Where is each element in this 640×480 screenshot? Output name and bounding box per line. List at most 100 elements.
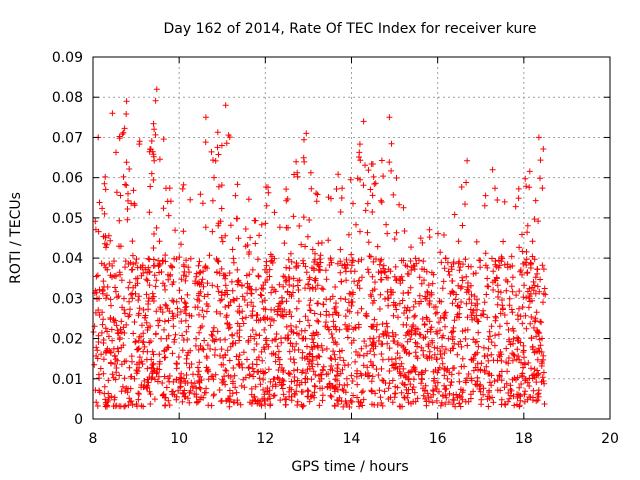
data-point	[519, 320, 526, 327]
data-point	[396, 363, 403, 370]
data-point	[268, 289, 275, 296]
data-point	[132, 338, 139, 345]
data-point	[153, 308, 160, 315]
data-point	[517, 339, 524, 346]
data-point	[393, 277, 399, 284]
data-point	[301, 355, 308, 362]
data-point	[517, 397, 524, 404]
x-tick-label: 8	[89, 431, 98, 447]
data-point	[212, 346, 219, 353]
data-point	[156, 156, 163, 163]
data-point	[524, 229, 531, 236]
data-point	[226, 387, 233, 394]
data-point	[319, 392, 326, 399]
data-point	[240, 349, 247, 356]
data-point	[328, 331, 335, 337]
data-point	[105, 377, 112, 384]
data-point	[390, 338, 397, 344]
data-point	[202, 139, 209, 146]
data-point	[307, 297, 314, 304]
data-point	[531, 366, 538, 373]
data-point	[485, 345, 492, 352]
data-point	[339, 262, 345, 269]
data-point	[459, 396, 466, 403]
data-point	[107, 237, 114, 244]
data-point	[272, 381, 279, 388]
data-point	[429, 399, 436, 406]
data-point	[534, 356, 541, 363]
data-point	[341, 382, 348, 389]
data-point	[386, 345, 393, 352]
data-point	[384, 323, 391, 330]
data-point	[426, 291, 433, 298]
data-point	[273, 331, 280, 337]
data-point	[475, 329, 482, 336]
data-point	[200, 283, 207, 290]
data-point	[125, 261, 132, 267]
data-point	[196, 329, 203, 336]
data-point	[424, 390, 431, 397]
data-point	[232, 340, 239, 347]
data-point	[276, 281, 283, 288]
data-point	[311, 382, 318, 389]
data-point	[481, 202, 488, 209]
data-point	[344, 261, 351, 268]
data-point	[508, 387, 515, 394]
data-point	[339, 366, 346, 373]
data-point	[379, 402, 386, 409]
data-point	[303, 269, 310, 276]
data-point	[109, 371, 116, 378]
data-point	[356, 403, 363, 410]
data-point	[218, 234, 225, 241]
data-point	[388, 140, 395, 147]
data-point	[114, 294, 120, 301]
data-point	[385, 396, 392, 402]
data-point	[418, 298, 424, 305]
data-point	[196, 269, 203, 276]
data-point	[316, 353, 323, 360]
data-point	[467, 391, 474, 398]
data-point	[164, 198, 171, 205]
data-point	[150, 360, 157, 367]
data-point	[417, 235, 424, 242]
data-point	[430, 368, 437, 375]
data-point	[369, 161, 376, 167]
data-point	[526, 184, 533, 191]
data-point	[490, 268, 497, 275]
data-point	[508, 283, 515, 290]
data-point	[227, 222, 234, 229]
data-point	[152, 283, 159, 290]
data-point	[251, 217, 258, 224]
data-point	[418, 375, 425, 382]
data-point	[256, 375, 263, 382]
data-point	[373, 366, 380, 373]
data-point	[380, 173, 387, 180]
data-point	[150, 177, 157, 183]
data-point	[277, 397, 284, 404]
data-point	[299, 388, 306, 395]
x-axis-label: GPS time / hours	[291, 459, 408, 475]
data-point	[184, 395, 191, 402]
data-point	[251, 335, 258, 342]
data-point	[98, 351, 105, 358]
data-point	[222, 275, 229, 282]
data-point	[313, 329, 320, 336]
data-point	[122, 258, 129, 265]
data-point	[118, 318, 125, 325]
data-point	[477, 388, 484, 395]
data-point	[459, 355, 466, 362]
data-point	[178, 295, 185, 302]
data-point	[412, 255, 419, 262]
data-point	[367, 291, 374, 298]
data-point	[103, 244, 109, 251]
data-point	[138, 272, 145, 279]
data-point	[290, 367, 297, 374]
data-point	[181, 268, 188, 275]
data-point	[149, 361, 156, 368]
data-point	[462, 377, 469, 384]
data-point	[151, 396, 158, 403]
data-point	[100, 233, 107, 240]
data-point	[116, 217, 123, 224]
data-point	[102, 173, 109, 180]
data-point	[526, 168, 533, 175]
